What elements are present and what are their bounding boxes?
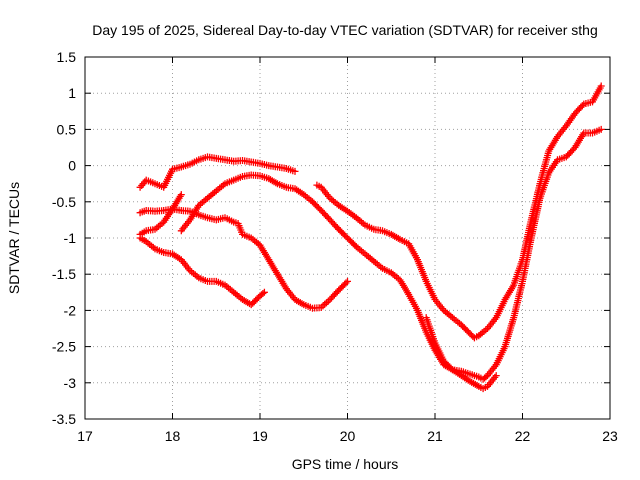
x-tick-label: 23 <box>602 428 618 444</box>
series-arc-4 <box>136 234 268 309</box>
y-tick-label: -2 <box>64 302 77 318</box>
data-point <box>482 373 490 381</box>
y-tick-label: -3 <box>64 375 77 391</box>
series-arc-6 <box>313 82 605 342</box>
y-tick-label: 0 <box>68 158 76 174</box>
y-axis-label: SDTVAR / TECUs <box>6 182 22 294</box>
y-tick-label: -0.5 <box>52 194 76 210</box>
data-point <box>492 372 500 380</box>
data-point <box>344 277 351 285</box>
series-arc-1 <box>136 153 299 191</box>
x-tick-label: 17 <box>77 428 93 444</box>
y-tick-label: -2.5 <box>52 339 76 355</box>
series-arc-3 <box>136 191 185 238</box>
y-tick-label: -3.5 <box>52 411 76 427</box>
data-point <box>259 290 267 297</box>
y-tick-label: 1 <box>68 85 76 101</box>
data-point <box>342 279 350 287</box>
y-tick-label: 1.5 <box>57 49 77 65</box>
data-point <box>177 191 185 199</box>
x-tick-label: 19 <box>252 428 268 444</box>
x-axis-label: GPS time / hours <box>292 456 399 472</box>
x-tick-label: 20 <box>340 428 356 444</box>
x-tick-label: 18 <box>165 428 181 444</box>
data-point <box>577 103 585 111</box>
data-point <box>597 125 605 133</box>
axis-ticks: 17 18 19 20 21 22 23 1.5 1 0.5 0 -0.5 -1 -1.5 -2 -2.5 -3… <box>52 49 618 444</box>
x-tick-label: 22 <box>515 428 531 444</box>
series-arc-7 <box>422 314 500 393</box>
data-point <box>597 82 605 90</box>
data-points <box>136 82 605 393</box>
x-tick-label: 21 <box>427 428 443 444</box>
data-point <box>578 102 586 110</box>
y-tick-label: -1.5 <box>52 266 76 282</box>
series-arc-5 <box>177 125 605 383</box>
data-point <box>317 207 325 214</box>
data-point <box>260 288 268 296</box>
data-point <box>291 167 299 175</box>
chart-title: Day 195 of 2025, Sidereal Day-to-day VTE… <box>92 22 598 38</box>
y-tick-label: -1 <box>64 230 77 246</box>
plot-frame <box>84 56 611 420</box>
data-point <box>325 214 332 222</box>
y-tick-label: 0.5 <box>57 121 77 137</box>
